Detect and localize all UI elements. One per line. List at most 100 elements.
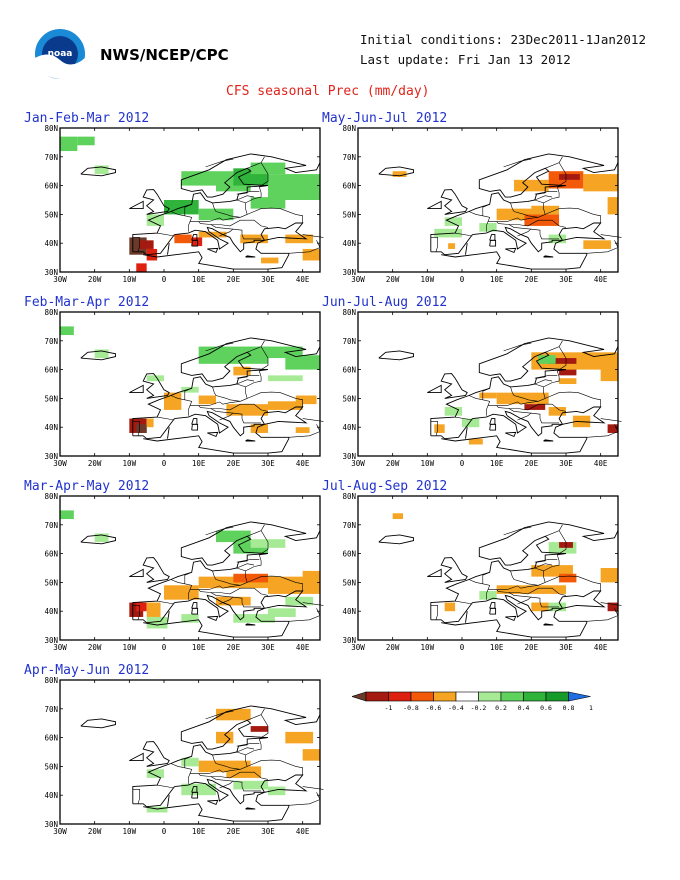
country-border — [545, 207, 601, 223]
anomaly-cell — [479, 392, 497, 399]
country-border — [510, 199, 546, 218]
lon-label: 10E — [192, 643, 206, 652]
coastline — [207, 799, 219, 805]
coastline — [80, 718, 116, 729]
country-border — [545, 575, 601, 591]
precip-map: 30W 20W 10W 0 10E 20E 30E 40E 80N 70N 60N 50N 40N 30N — [44, 308, 324, 468]
country-border — [184, 388, 192, 400]
lat-label: 50N — [342, 578, 356, 587]
lat-label: 70N — [44, 705, 58, 714]
lat-label: 80N — [342, 124, 356, 133]
coastline — [430, 234, 473, 256]
anomaly-cell — [531, 602, 549, 612]
coastline — [167, 243, 170, 255]
country-border — [534, 191, 558, 195]
lat-label: 50N — [44, 578, 58, 587]
anomaly-cell — [77, 136, 95, 146]
anomaly-cell — [496, 585, 566, 594]
coastline — [427, 200, 442, 210]
country-border — [543, 185, 567, 204]
country-border — [455, 232, 473, 237]
precip-map: 30W 20W 10W 0 10E 20E 30E 40E 80N 70N 60N 50N 40N 30N — [342, 308, 622, 468]
lat-label: 60N — [44, 734, 58, 743]
panel-title: Jan-Feb-Mar 2012 — [24, 111, 150, 126]
lon-label: 10E — [490, 275, 504, 284]
country-border — [212, 751, 248, 770]
lat-label: 80N — [44, 676, 58, 685]
coastline — [472, 590, 606, 623]
coastline — [441, 435, 588, 454]
country-border — [210, 408, 262, 424]
legend-arrow-left — [352, 691, 367, 702]
coastline — [427, 568, 442, 578]
country-border — [247, 708, 265, 721]
precip-map: 30W 20W 10W 0 10E 20E 30E 40E 80N 70N 60N 50N 40N 30N — [342, 492, 622, 652]
lon-label: 0 — [460, 275, 465, 284]
lat-label: 70N — [44, 337, 58, 346]
anomaly-cell — [139, 240, 154, 249]
anomaly-cell — [583, 174, 618, 192]
country-border — [212, 383, 248, 402]
coastline — [129, 568, 144, 578]
country-border — [534, 563, 553, 569]
precip-map: 30W 20W 10W 0 10E 20E 30E 40E 80N 70N 60N 50N 40N 30N — [44, 492, 324, 652]
anomaly-cell — [479, 223, 497, 232]
coastline — [142, 189, 170, 215]
anomaly-cell — [295, 395, 317, 405]
lat-label: 80N — [44, 492, 58, 501]
anomaly-cell — [250, 346, 303, 359]
legend-label: 0.2 — [495, 704, 507, 712]
country-border — [496, 403, 567, 412]
map-frame — [357, 495, 619, 641]
lon-label: 10E — [192, 459, 206, 468]
coastline — [174, 222, 308, 255]
map-panel-jas: Jul-Aug-Sep 2012 30W 20W 10W 0 10E 20E 30E 40E 8… — [320, 479, 622, 658]
lon-label: 20E — [227, 643, 241, 652]
country-border — [534, 375, 558, 379]
color-scale-legend: -1 -0.8 -0.6 -0.4 -0.2 0.2 0.4 0.6 0.8 1 — [352, 691, 593, 712]
coastline — [207, 615, 219, 621]
country-border — [534, 195, 553, 201]
lat-label: 30N — [44, 452, 58, 461]
lat-label: 30N — [342, 268, 356, 277]
country-border — [534, 559, 558, 563]
coastline — [167, 795, 170, 807]
map-frame — [59, 127, 321, 273]
lon-label: 20W — [386, 275, 400, 284]
lat-label: 60N — [342, 182, 356, 191]
anomaly-cell — [94, 165, 109, 175]
main-title: CFS seasonal Prec (mm/day) — [226, 84, 430, 99]
anomaly-cell — [496, 208, 549, 221]
country-border — [496, 219, 567, 228]
anomaly-cell — [181, 757, 199, 767]
precip-map: 30W 20W 10W 0 10E 20E 30E 40E 80N 70N 60N 50N 40N 30N — [342, 124, 622, 284]
country-border — [558, 530, 567, 554]
coastline — [489, 239, 497, 247]
anomaly-cell — [216, 596, 251, 606]
anomaly-cell — [444, 217, 462, 226]
country-border — [132, 421, 140, 436]
lon-label: 40E — [594, 275, 608, 284]
lat-label: 70N — [342, 153, 356, 162]
country-border — [247, 759, 303, 775]
coastline — [543, 623, 554, 626]
anomaly-cell — [198, 576, 268, 589]
lat-label: 60N — [342, 550, 356, 559]
coastline — [174, 590, 308, 623]
country-border — [260, 714, 269, 738]
anomaly-cell — [548, 407, 566, 416]
lon-label: 40E — [594, 459, 608, 468]
country-border — [236, 743, 260, 747]
country-border — [517, 412, 532, 421]
anomaly-cell — [233, 780, 268, 790]
lon-label: 30W — [351, 643, 365, 652]
anomaly-cell — [607, 197, 618, 215]
precip-map: 30W 20W 10W 0 10E 20E 30E 40E 80N 70N 60N 50N 40N 30N — [44, 124, 324, 284]
anomaly-cell — [164, 392, 182, 410]
anomaly-cell — [146, 375, 164, 382]
country-border — [210, 592, 262, 608]
coastline — [129, 384, 144, 394]
anomaly-cell — [94, 533, 109, 543]
anomaly-cell — [233, 542, 268, 554]
lat-label: 30N — [342, 636, 356, 645]
